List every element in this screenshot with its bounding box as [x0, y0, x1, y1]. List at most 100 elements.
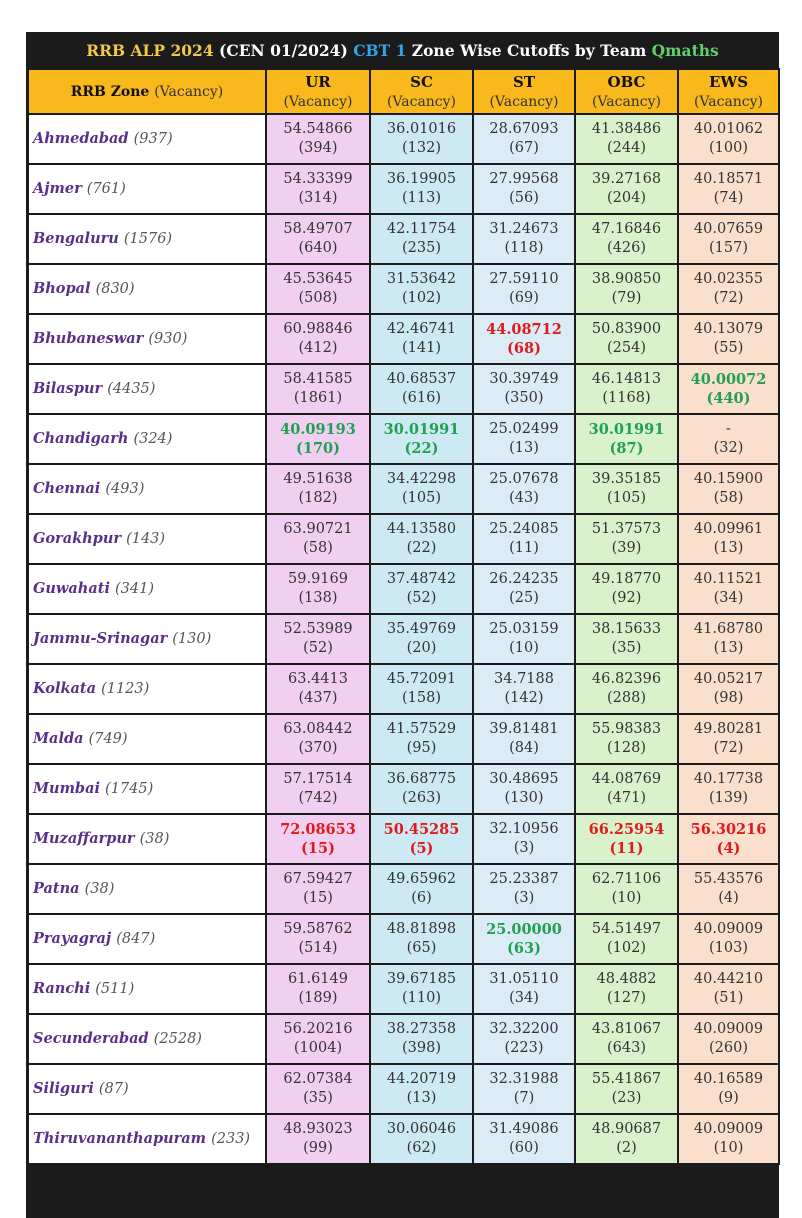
header-ur: UR (Vacancy): [265, 68, 371, 115]
cutoff-cell-obc: 51.37573 (39): [574, 513, 679, 565]
zone-name: Muzaffarpur: [33, 829, 135, 847]
cutoff-vacancy: (35): [303, 1090, 333, 1106]
cutoff-score: 59.58762: [283, 920, 353, 937]
zone-cell: Malda (749): [27, 713, 267, 765]
cutoff-cell-ews: - (32): [677, 413, 780, 465]
table-row: Muzaffarpur (38) 72.08653 (15) 50.45285 (5) 3…: [27, 813, 780, 865]
cutoff-score: 49.18770: [591, 570, 662, 587]
header-zone-sub: (Vacancy): [154, 83, 224, 100]
cutoff-vacancy: (113): [402, 190, 441, 206]
zone-cell: Bilaspur (4435): [27, 363, 267, 415]
cutoff-cell-obc: 54.51497 (102): [574, 913, 679, 965]
cutoff-vacancy: (10): [713, 1140, 744, 1156]
cutoff-vacancy: (440): [706, 390, 751, 407]
cutoff-score: 32.32200: [489, 1020, 559, 1037]
cutoff-cell-sc: 50.45285 (5): [369, 813, 474, 865]
header-zone: RRB Zone (Vacancy): [27, 68, 267, 115]
cutoff-vacancy: (128): [607, 740, 646, 756]
table-row: Secunderabad (2528) 56.20216 (1004) 38.2735…: [27, 1013, 780, 1065]
cutoff-vacancy: (102): [607, 940, 646, 956]
zone-name: Ahmedabad: [33, 129, 129, 147]
cutoff-vacancy: (34): [509, 990, 539, 1006]
cutoff-cell-sc: 42.11754 (235): [369, 213, 474, 265]
cutoff-vacancy: (95): [406, 740, 437, 756]
cutoff-vacancy: (471): [607, 790, 646, 806]
cutoff-score: 55.41867: [591, 1070, 662, 1087]
header-label: EWS: [708, 72, 749, 91]
cutoff-vacancy: (23): [611, 1090, 642, 1106]
cutoff-score: 40.09961: [693, 520, 764, 537]
cutoff-score: 39.67185: [386, 970, 457, 987]
cutoff-score: 38.27358: [386, 1020, 457, 1037]
table-row: Siliguri (87) 62.07384 (35) 44.20719 (13) 32.…: [27, 1063, 780, 1115]
cutoff-vacancy: (263): [402, 790, 441, 806]
cutoff-vacancy: (157): [709, 240, 748, 256]
cutoff-score: 40.09009: [693, 1120, 764, 1137]
cutoff-vacancy: (32): [713, 440, 744, 456]
cutoff-score: 62.07384: [283, 1070, 353, 1087]
cutoff-vacancy: (158): [402, 690, 441, 706]
cutoff-vacancy: (118): [504, 240, 544, 256]
cutoff-vacancy: (22): [404, 440, 439, 457]
cutoff-vacancy: (51): [713, 990, 744, 1006]
cutoff-cell-st: 26.24235 (25): [472, 563, 576, 615]
table-row: Prayagraj (847) 59.58762 (514) 48.81898 (65)…: [27, 913, 780, 965]
cutoff-vacancy: (616): [402, 390, 441, 406]
cutoff-cell-obc: 48.90687 (2): [574, 1113, 679, 1165]
zone-cell: Secunderabad (2528): [27, 1013, 267, 1065]
zone-vacancy: (233): [211, 1130, 251, 1147]
cutoff-vacancy: (62): [406, 1140, 437, 1156]
cutoff-score: 48.93023: [283, 1120, 353, 1137]
header-label: ST: [513, 72, 535, 91]
zone-vacancy: (1576): [123, 230, 173, 247]
cutoff-vacancy: (10): [509, 640, 539, 656]
zone-name: Chandigarh: [33, 429, 129, 447]
zone-cell: Chandigarh (324): [27, 413, 267, 465]
cutoff-score: 54.33399: [283, 170, 353, 187]
cutoff-vacancy: (34): [713, 590, 744, 606]
zone-cell: Jammu-Srinagar (130): [27, 613, 267, 665]
cutoff-cell-st: 27.99568 (56): [472, 163, 576, 215]
cutoff-cell-ews: 55.43576 (4): [677, 863, 780, 915]
cutoff-vacancy: (508): [298, 290, 338, 306]
cutoff-vacancy: (67): [509, 140, 539, 156]
cutoff-score: 59.9169: [288, 570, 348, 587]
zone-vacancy: (930): [148, 330, 188, 347]
table-row: Gorakhpur (143) 63.90721 (58) 44.13580 (22) 2…: [27, 513, 780, 565]
cutoff-score: 48.90687: [591, 1120, 662, 1137]
cutoff-vacancy: (13): [406, 1090, 437, 1106]
cutoff-score: 34.42298: [386, 470, 457, 487]
cutoff-cell-obc: 46.82396 (288): [574, 663, 679, 715]
zone-cell: Prayagraj (847): [27, 913, 267, 965]
zone-cell: Bhopal (830): [27, 263, 267, 315]
header-sub: (Vacancy): [386, 93, 457, 110]
zone-name: Ranchi: [33, 979, 91, 997]
cutoff-score: 35.49769: [386, 620, 457, 637]
zone-vacancy: (830): [95, 280, 135, 297]
cutoff-vacancy: (10): [611, 890, 642, 906]
cutoff-cell-st: 25.03159 (10): [472, 613, 576, 665]
cutoff-vacancy: (254): [607, 340, 646, 356]
cutoff-score: 41.57529: [386, 720, 457, 737]
cutoff-cell-ur: 48.93023 (99): [265, 1113, 371, 1165]
cutoff-vacancy: (84): [509, 740, 539, 756]
cutoff-cell-ews: 40.00072 (440): [677, 363, 780, 415]
zone-name: Bilaspur: [33, 379, 103, 397]
title-team: Qmaths: [651, 40, 719, 60]
cutoff-cell-ews: 40.17738 (139): [677, 763, 780, 815]
table-row: Malda (749) 63.08442 (370) 41.57529 (95) 39.8…: [27, 713, 780, 765]
zone-vacancy: (847): [116, 930, 156, 947]
zone-vacancy: (341): [115, 580, 155, 597]
cutoff-cell-sc: 30.01991 (22): [369, 413, 474, 465]
cutoff-score: 32.10956: [489, 820, 559, 837]
cutoff-vacancy: (244): [607, 140, 646, 156]
cutoff-vacancy: (58): [303, 540, 333, 556]
zone-vacancy: (1123): [101, 680, 150, 697]
cutoff-score: 25.24085: [489, 520, 559, 537]
cutoff-vacancy: (9): [718, 1090, 739, 1106]
zone-name: Chennai: [33, 479, 101, 497]
cutoff-score: 54.54866: [283, 120, 353, 137]
zone-vacancy: (761): [86, 180, 126, 197]
table-row: Thiruvananthapuram (233) 48.93023 (99) 30.0…: [27, 1113, 780, 1165]
cutoff-cell-ur: 62.07384 (35): [265, 1063, 371, 1115]
